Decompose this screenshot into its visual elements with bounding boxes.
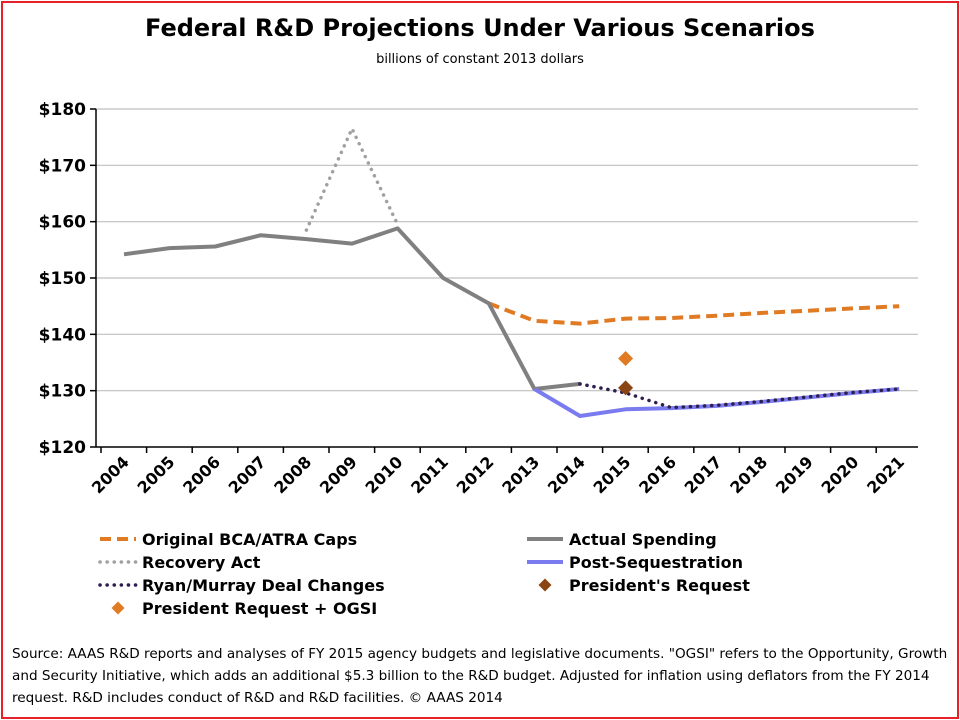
x-tick-label: 2016 <box>635 452 680 497</box>
legend-label: President's Request <box>569 576 750 595</box>
source-note: Source: AAAS R&D reports and analyses of… <box>12 643 948 709</box>
y-tick-label: $150 <box>39 269 86 289</box>
legend-swatch <box>539 579 552 592</box>
legend-label: Ryan/Murray Deal Changes <box>142 576 385 595</box>
legend-label: Post-Sequestration <box>569 553 743 572</box>
x-tick-label: 2018 <box>726 452 771 497</box>
actual-spending-line <box>124 228 580 389</box>
x-tick-label: 2009 <box>316 452 361 497</box>
x-tick-label: 2010 <box>362 452 407 497</box>
axes <box>90 109 918 453</box>
legend-label: President Request + OGSI <box>142 599 377 618</box>
legend-swatch <box>112 602 125 615</box>
x-tick-label: 2004 <box>88 452 133 497</box>
x-tick-label: 2011 <box>407 452 452 497</box>
x-tick-label: 2006 <box>179 452 224 497</box>
y-axis-tick-labels: $120 $130 $140 $150 $160 $170 $180 <box>39 100 86 458</box>
line-chart: $120$130$140$150$160$170$180 2004 2005 200… <box>0 0 960 640</box>
x-tick-label: 2020 <box>818 452 863 497</box>
recovery-act-line <box>306 129 397 230</box>
legend-label: Actual Spending <box>569 530 717 549</box>
legend: Original BCA/ATRA Caps Actual Spending Rec… <box>100 530 750 618</box>
x-tick-label: 2019 <box>772 452 817 497</box>
x-tick-label: 2015 <box>590 452 635 497</box>
x-tick-label: 2008 <box>270 452 315 497</box>
x-axis-tick-labels: 2004 2005 2006 2007 2008 2009 2010 2011 2012 2013… <box>88 452 908 497</box>
data-series <box>124 129 899 416</box>
gridlines <box>96 109 918 391</box>
y-tick-label: $120 <box>39 438 86 458</box>
x-tick-label: 2021 <box>863 452 908 497</box>
x-tick-label: 2005 <box>134 452 179 497</box>
y-tick-label: $140 <box>39 325 86 345</box>
x-tick-label: 2012 <box>453 452 498 497</box>
y-tick-label: $180 <box>39 100 86 120</box>
x-tick-label: 2017 <box>681 452 726 497</box>
x-tick-label: 2014 <box>544 452 589 497</box>
legend-label: Original BCA/ATRA Caps <box>142 530 357 549</box>
y-tick-label: $160 <box>39 213 86 233</box>
y-tick-label: $170 <box>39 156 86 176</box>
y-tick-label: $130 <box>39 382 86 402</box>
x-tick-label: 2007 <box>225 452 270 497</box>
original-bca-atra-caps-line <box>489 303 899 323</box>
legend-label: Recovery Act <box>142 553 261 572</box>
president-request-ogsi-marker <box>618 351 633 366</box>
x-tick-label: 2013 <box>498 452 543 497</box>
